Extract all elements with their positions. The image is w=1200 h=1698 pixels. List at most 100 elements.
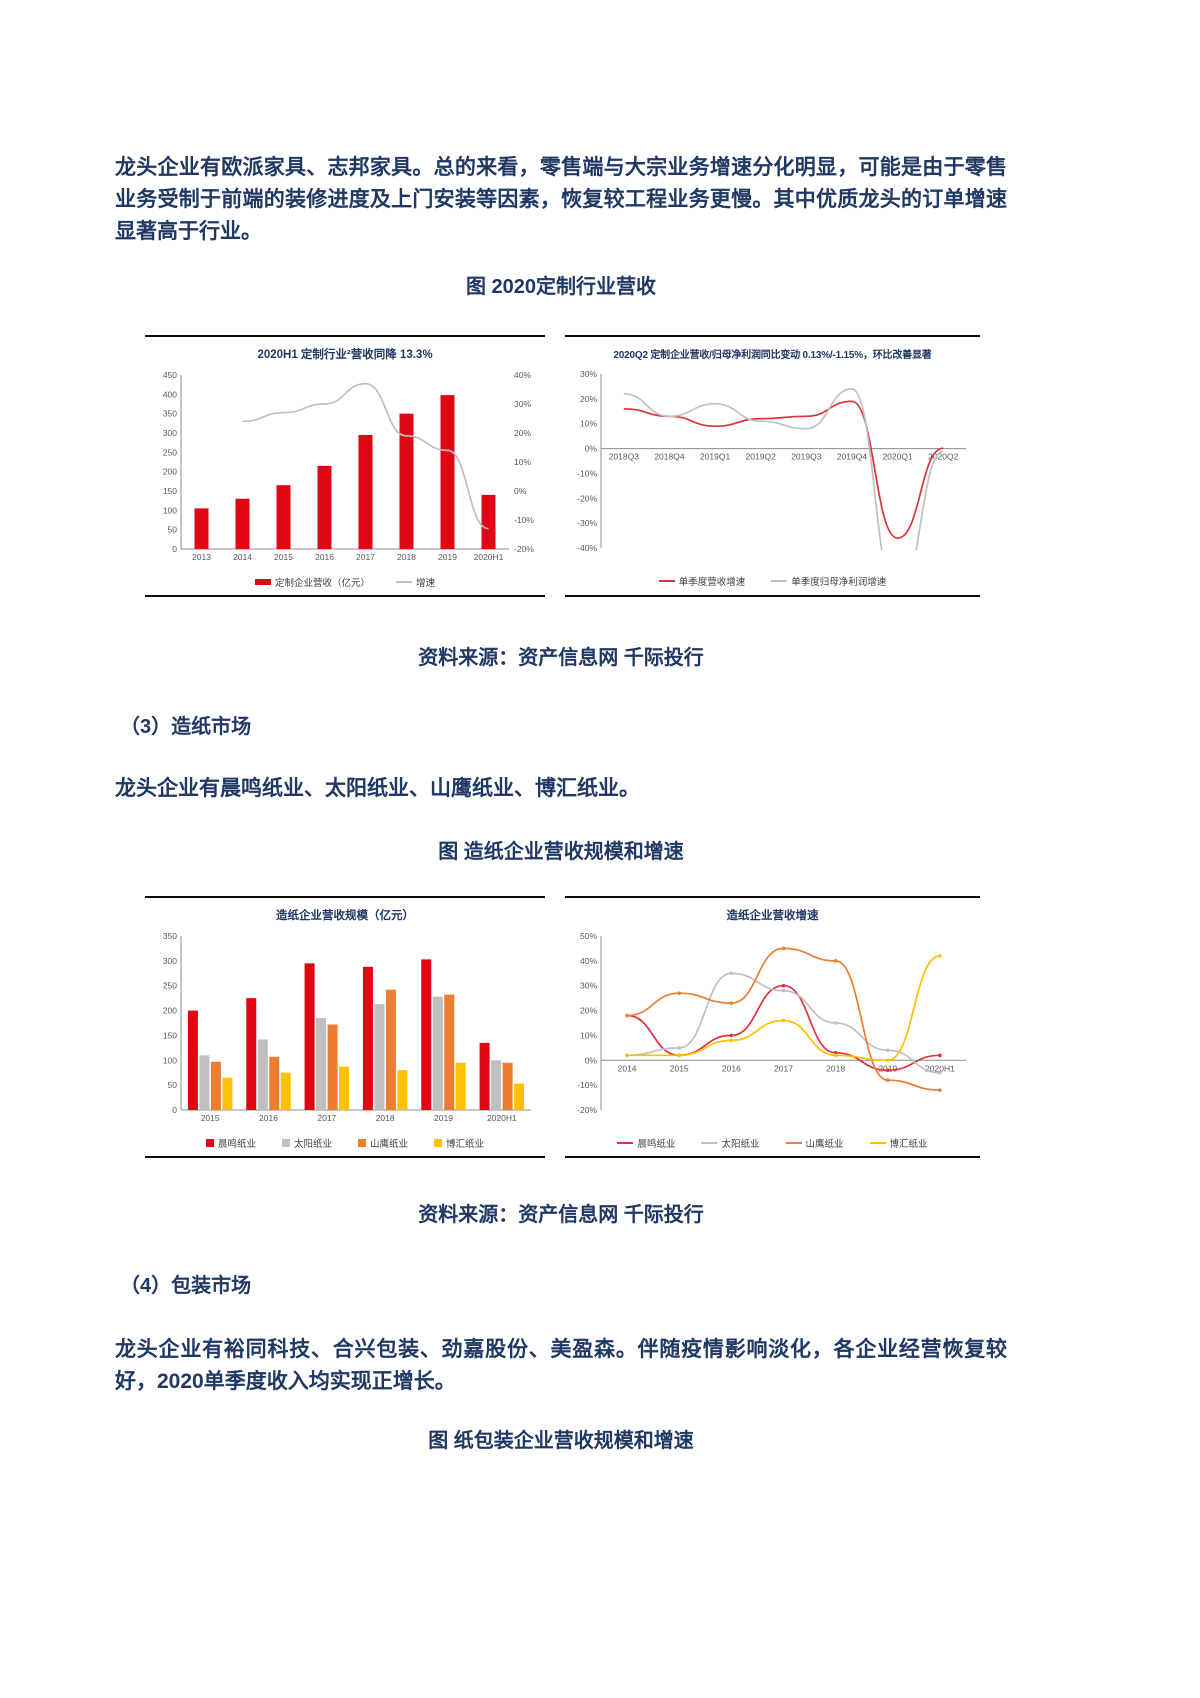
svg-text:50: 50 <box>168 525 178 535</box>
svg-text:0: 0 <box>172 1105 177 1115</box>
source-line: 资料来源：资产信息网 千际投行 <box>418 647 704 669</box>
svg-text:-30%: -30% <box>577 518 597 528</box>
legend-label: 晨鸣纸业 <box>217 1139 256 1150</box>
chart-legend: 晨鸣纸业 太阳纸业 山鹰纸业 博汇纸业 <box>569 1136 976 1150</box>
legend-item: 太阳纸业 <box>701 1136 760 1150</box>
svg-text:20%: 20% <box>514 428 531 438</box>
svg-text:10%: 10% <box>580 419 597 429</box>
chart-title: 2020H1 定制行业²营收同降 13.3% <box>257 349 433 361</box>
chart-panel-custom-bar: 2020H1 定制行业²营收同降 13.3% 0 50 100 150 200 250 30… <box>145 335 545 597</box>
svg-text:2019Q2: 2019Q2 <box>746 452 777 462</box>
svg-text:150: 150 <box>163 486 177 496</box>
section-heading-paper-market: （3）造纸市场 <box>120 716 252 738</box>
legend-item: 博汇纸业 <box>434 1136 484 1150</box>
legend-item: 定制企业营收（亿元） <box>254 575 370 589</box>
svg-text:2016: 2016 <box>259 1113 278 1123</box>
legend-item: 单季度营收增速 <box>658 574 746 588</box>
section-heading-packaging-market: （4）包装市场 <box>120 1275 252 1297</box>
svg-text:-20%: -20% <box>577 493 597 503</box>
svg-text:250: 250 <box>163 981 177 991</box>
legend-marker-icon <box>358 1139 366 1147</box>
legend-marker-icon <box>701 1142 718 1144</box>
svg-text:-20%: -20% <box>577 1105 597 1115</box>
svg-text:0%: 0% <box>585 1055 598 1065</box>
chart-canvas-custom-growth: -40% -30% -20% -10% 0% 10% 20% 30% 2018Q3 2018Q4 2… <box>569 366 976 571</box>
chart-panel-custom-growth: 2020Q2 定制企业营收/归母净利润同比变动 0.13%/-1.15%，环比改… <box>565 335 980 597</box>
paragraph-packaging-leaders: 龙头企业有裕同科技、合兴包装、劲嘉股份、美盈森。伴随疫情影响淡化，各企业经营恢复… <box>115 1338 1007 1393</box>
svg-text:-10%: -10% <box>514 515 534 525</box>
svg-text:2018Q3: 2018Q3 <box>609 452 640 462</box>
page-content: 龙头企业有欧派家具、志邦家具。总的来看，零售端与大宗业务增速分化明显，可能是由于… <box>115 156 1085 1452</box>
legend-marker-icon <box>281 1139 290 1147</box>
svg-text:2019Q4: 2019Q4 <box>837 452 868 462</box>
svg-text:40%: 40% <box>514 370 531 380</box>
svg-text:20%: 20% <box>580 1006 597 1016</box>
legend-item: 博汇纸业 <box>869 1136 928 1150</box>
legend-item: 晨鸣纸业 <box>617 1136 675 1150</box>
svg-text:2020H1: 2020H1 <box>487 1113 517 1123</box>
legend-item: 太阳纸业 <box>281 1136 332 1150</box>
figure-caption-paper: 图 造纸企业营收规模和增速 <box>438 841 684 863</box>
chart-legend: 晨鸣纸业 太阳纸业 山鹰纸业 博汇纸业 <box>149 1136 541 1150</box>
svg-text:2020H1: 2020H1 <box>474 552 504 562</box>
legend-marker-icon <box>771 580 788 582</box>
legend-marker-icon <box>434 1139 443 1147</box>
svg-text:2019: 2019 <box>438 552 457 562</box>
legend-label: 山鹰纸业 <box>805 1139 844 1150</box>
figure-caption-packaging: 图 纸包装企业营收规模和增速 <box>428 1430 694 1452</box>
chart-canvas-custom-bar: 0 50 100 150 200 250 300 350 400 450 -20% -10% 0% 10%… <box>149 367 541 572</box>
svg-text:20%: 20% <box>580 394 597 404</box>
svg-text:0%: 0% <box>585 444 598 454</box>
svg-text:10%: 10% <box>580 1030 597 1040</box>
svg-text:2020Q1: 2020Q1 <box>882 452 913 462</box>
chart-legend: 定制企业营收（亿元） 增速 <box>149 575 541 589</box>
svg-text:2017: 2017 <box>774 1063 793 1073</box>
svg-text:2018: 2018 <box>397 552 416 562</box>
legend-item: 山鹰纸业 <box>785 1136 844 1150</box>
svg-text:250: 250 <box>163 447 177 457</box>
svg-text:200: 200 <box>163 1006 177 1016</box>
svg-text:2014: 2014 <box>233 552 252 562</box>
source-line: 资料来源：资产信息网 千际投行 <box>418 1204 704 1226</box>
svg-text:2016: 2016 <box>315 552 334 562</box>
legend-item: 山鹰纸业 <box>358 1136 408 1150</box>
svg-text:2018: 2018 <box>826 1063 845 1073</box>
legend-marker-icon <box>205 1139 214 1147</box>
svg-text:2016: 2016 <box>722 1063 741 1073</box>
legend-marker-icon <box>658 580 675 582</box>
svg-text:2019: 2019 <box>434 1113 453 1123</box>
svg-text:30%: 30% <box>580 369 597 379</box>
svg-text:-40%: -40% <box>577 543 597 553</box>
svg-text:10%: 10% <box>514 457 531 467</box>
svg-text:2020H1: 2020H1 <box>925 1063 955 1073</box>
legend-label: 太阳纸业 <box>293 1139 332 1150</box>
chart-panel-paper-growth: 造纸企业营收增速 -20% -10% 0% 10% 20% 30% 40% 50% 2014 20… <box>565 896 980 1158</box>
svg-text:2019Q3: 2019Q3 <box>791 452 822 462</box>
svg-text:40%: 40% <box>580 956 597 966</box>
paragraph-custom-furniture: 龙头企业有欧派家具、志邦家具。总的来看，零售端与大宗业务增速分化明显，可能是由于… <box>115 156 1007 243</box>
svg-text:2017: 2017 <box>356 552 375 562</box>
legend-marker-icon <box>785 1142 802 1144</box>
svg-text:50%: 50% <box>580 931 597 941</box>
legend-label: 单季度营收增速 <box>678 577 746 588</box>
legend-marker-icon <box>869 1142 886 1144</box>
svg-text:30%: 30% <box>514 399 531 409</box>
figure-custom-revenue: 2020H1 定制行业²营收同降 13.3% 0 50 100 150 200 250 30… <box>145 335 1085 597</box>
svg-text:-10%: -10% <box>577 468 597 478</box>
svg-text:-10%: -10% <box>577 1080 597 1090</box>
svg-text:2015: 2015 <box>201 1113 220 1123</box>
figure-caption-custom-revenue: 图 2020定制行业营收 <box>465 276 657 298</box>
svg-text:30%: 30% <box>580 981 597 991</box>
legend-label: 山鹰纸业 <box>370 1139 409 1150</box>
svg-text:450: 450 <box>163 370 177 380</box>
svg-text:300: 300 <box>163 428 177 438</box>
chart-legend: 单季度营收增速 单季度归母净利润增速 <box>569 574 976 588</box>
legend-label: 太阳纸业 <box>721 1139 760 1150</box>
svg-text:0%: 0% <box>514 486 527 496</box>
legend-item: 增速 <box>396 575 435 589</box>
chart-panel-paper-bar: 造纸企业营收规模（亿元） 0 50 100 150 200 250 300 350 2015 20… <box>145 896 545 1158</box>
legend-label: 博汇纸业 <box>889 1139 928 1150</box>
chart-title: 造纸企业营收增速 <box>726 910 819 922</box>
legend-label: 博汇纸业 <box>446 1139 485 1150</box>
